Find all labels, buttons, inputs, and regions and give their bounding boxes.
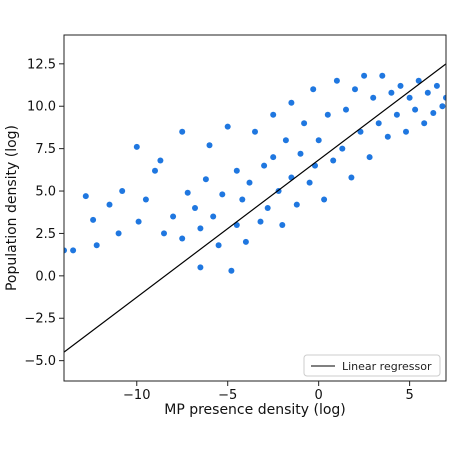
- scatter-point: [64, 247, 67, 254]
- scatter-point: [90, 216, 97, 223]
- scatter-point: [142, 196, 149, 203]
- y-tick-label: 7.5: [35, 142, 56, 157]
- scatter-point: [421, 120, 428, 127]
- scatter-point: [324, 111, 331, 118]
- scatter-point: [310, 86, 317, 93]
- scatter-point: [133, 143, 140, 150]
- y-axis-label: Population density (log): [4, 125, 20, 291]
- scatter-point: [257, 218, 264, 225]
- scatter-point: [306, 179, 313, 186]
- scatter-point: [406, 94, 413, 101]
- scatter-point: [210, 213, 217, 220]
- scatter-point: [366, 154, 373, 161]
- y-tick-label: 0.0: [35, 269, 56, 284]
- scatter-point: [339, 145, 346, 152]
- scatter-point: [192, 205, 198, 211]
- x-axis-ticks: −10 −5 0 5: [123, 381, 414, 403]
- x-axis-label: MP presence density (log): [164, 402, 346, 418]
- scatter-point: [315, 137, 322, 144]
- y-tick-label: 2.5: [35, 227, 56, 242]
- y-tick-label: 10.0: [27, 100, 56, 115]
- scatter-point: [375, 120, 382, 127]
- scatter-point: [82, 193, 89, 200]
- scatter-point: [202, 176, 209, 183]
- scatter-point: [415, 77, 422, 84]
- scatter-point: [197, 264, 204, 271]
- scatter-point: [270, 154, 277, 161]
- scatter-point: [179, 235, 186, 242]
- scatter-point: [282, 137, 289, 144]
- scatter-point: [343, 106, 349, 113]
- scatter-point: [439, 103, 446, 110]
- scatter-point: [197, 225, 204, 232]
- scatter-point: [443, 94, 446, 101]
- scatter-point: [152, 167, 158, 174]
- y-axis-ticks: −5.0 −2.5 0.0 2.5 5.0 7.5 10.0 12.5: [24, 57, 64, 369]
- scatter-point: [384, 133, 391, 140]
- scatter-point: [352, 86, 358, 93]
- scatter-point: [430, 110, 437, 116]
- scatter-point: [170, 213, 177, 220]
- scatter-point: [321, 196, 328, 203]
- scatter-point: [224, 123, 231, 130]
- scatter-point: [361, 72, 368, 79]
- scatter-point: [264, 205, 271, 211]
- y-tick-label: −2.5: [24, 312, 56, 327]
- scatter-point: [215, 242, 222, 249]
- scatter-point: [106, 201, 113, 208]
- scatter-point: [252, 128, 258, 135]
- scatter-point: [424, 89, 431, 96]
- x-tick-label: 5: [405, 388, 413, 403]
- scatter-point: [393, 111, 400, 118]
- scatter-point: [115, 230, 122, 237]
- scatter-point: [333, 77, 340, 84]
- legend-box: [303, 354, 441, 377]
- scatter-point: [388, 89, 395, 96]
- scatter-point: [301, 120, 308, 127]
- regression-line: [64, 63, 446, 353]
- scatter-point: [184, 189, 191, 196]
- legend: Linear regressor: [303, 354, 441, 377]
- scatter-point: [397, 82, 404, 89]
- scatter-point: [412, 106, 419, 113]
- scatter-point: [93, 242, 100, 249]
- scatter-point: [433, 82, 440, 89]
- scatter-point: [279, 222, 286, 228]
- scatter-point: [270, 111, 277, 118]
- y-tick-label: 12.5: [27, 57, 56, 72]
- scatter-point: [297, 150, 304, 157]
- scatter-point: [293, 201, 300, 208]
- scatter-point: [219, 191, 226, 198]
- scatter-point: [246, 179, 253, 186]
- scatter-point: [261, 162, 268, 169]
- scatter-point: [379, 72, 386, 79]
- legend-label: Linear regressor: [342, 360, 432, 373]
- scatter-point: [119, 188, 126, 194]
- scatter-point: [312, 162, 318, 169]
- scatter-point: [403, 128, 409, 135]
- x-tick-label: −5: [218, 388, 237, 403]
- scatter-point: [330, 157, 337, 164]
- x-tick-label: 0: [315, 388, 323, 403]
- scatter-point: [161, 230, 167, 237]
- scatter-point: [135, 218, 142, 225]
- scatter-point: [242, 238, 249, 245]
- regression-line-layer: [64, 63, 446, 353]
- scatter-point: [206, 142, 213, 149]
- scatter-point: [370, 94, 377, 101]
- scatter-point: [157, 157, 164, 164]
- scatter-point: [348, 174, 355, 181]
- plot-frame: [63, 34, 447, 382]
- scatter-point: [239, 196, 246, 203]
- y-tick-label: −5.0: [24, 354, 56, 369]
- scatter-point: [179, 128, 186, 135]
- scatter-point: [228, 267, 235, 274]
- scatter-point: [233, 167, 240, 174]
- scatter-point: [70, 247, 77, 254]
- scatter-point: [288, 99, 295, 106]
- y-tick-label: 5.0: [35, 185, 56, 200]
- x-tick-label: −10: [123, 388, 150, 403]
